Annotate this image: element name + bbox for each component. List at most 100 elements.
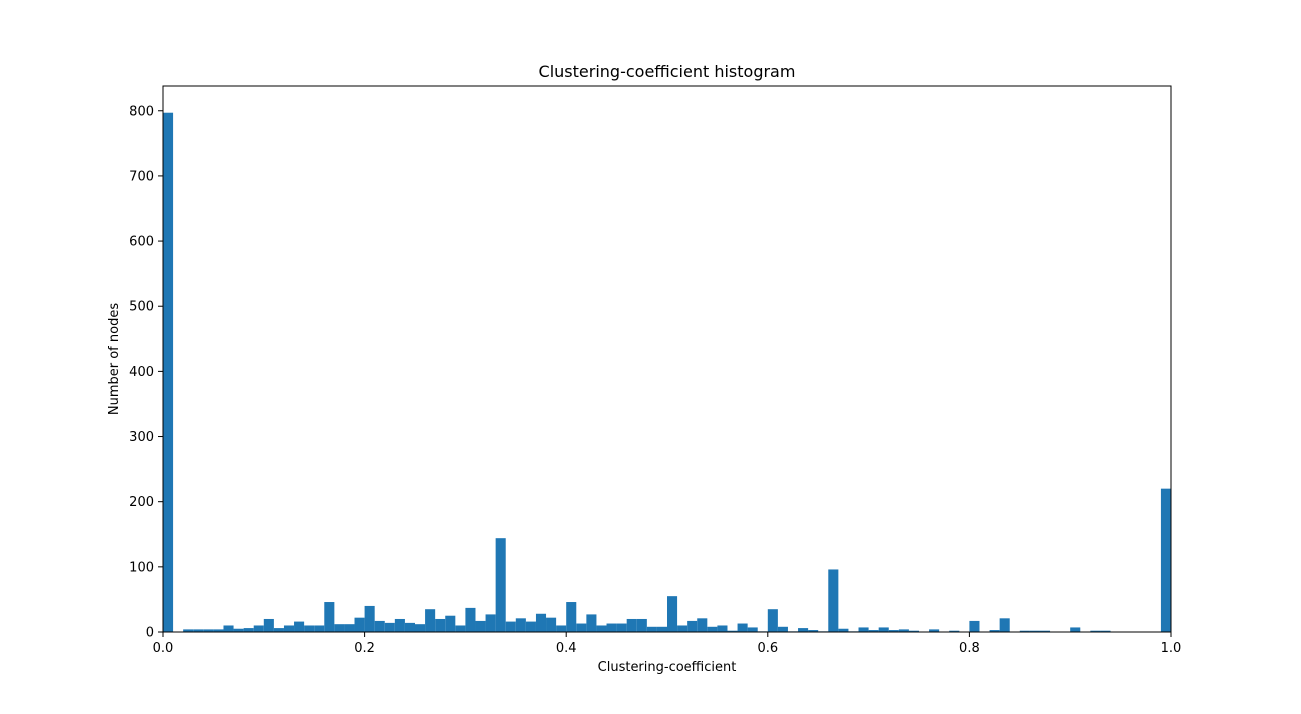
histogram-bar [616, 623, 627, 632]
histogram-bar [525, 621, 536, 632]
histogram-bar [687, 620, 698, 632]
y-tick-label: 600 [129, 235, 154, 250]
histogram-bar [515, 618, 526, 632]
histogram-bar [223, 625, 234, 632]
histogram-bar [455, 625, 466, 632]
histogram-bar [707, 626, 718, 632]
histogram-bar [304, 625, 315, 632]
histogram-bar [415, 624, 426, 632]
y-tick-label: 100 [129, 560, 154, 575]
histogram-bar [767, 609, 778, 632]
histogram-bar [394, 618, 405, 632]
histogram-bar [253, 625, 264, 632]
histogram-bar [364, 605, 375, 632]
bars-group [163, 112, 1171, 632]
histogram-bar [384, 622, 395, 632]
histogram-bar [868, 630, 879, 632]
histogram-bar [546, 617, 557, 632]
histogram-bar [878, 627, 889, 632]
histogram-bar [203, 629, 214, 632]
histogram-bar [989, 630, 1000, 632]
histogram-bar [324, 602, 335, 632]
histogram-bar [606, 623, 617, 632]
histogram-bar [475, 620, 486, 632]
plot-frame [162, 85, 1172, 633]
histogram-bar [233, 628, 244, 632]
histogram-bar [404, 622, 415, 632]
histogram-bar [273, 628, 284, 632]
histogram-bar [374, 620, 385, 632]
histogram-bar [576, 623, 587, 632]
histogram-bar [888, 630, 899, 632]
y-tick-label: 300 [129, 430, 154, 445]
histogram-bar [1160, 488, 1171, 632]
histogram-bar [314, 625, 325, 632]
histogram-bar [1090, 630, 1101, 632]
histogram-bar [808, 630, 819, 632]
histogram-bar [999, 618, 1010, 632]
histogram-bar [425, 609, 436, 632]
y-tick-label: 700 [129, 169, 154, 184]
histogram-bar [838, 628, 849, 632]
histogram-bar [697, 618, 708, 632]
histogram-bar [283, 625, 295, 632]
y-tick-label: 0 [146, 626, 154, 641]
chart-title: Clustering-coefficient histogram [539, 62, 796, 81]
histogram-bar [898, 629, 909, 632]
y-tick-label: 400 [129, 365, 154, 380]
y-tick-label: 800 [129, 104, 154, 119]
histogram-bar [354, 617, 365, 632]
histogram-bar [334, 624, 345, 632]
histogram-bar [727, 630, 738, 632]
histogram-bar [1039, 630, 1051, 632]
histogram-bar [435, 618, 446, 632]
histogram-bar [636, 618, 647, 632]
histogram-bar [596, 625, 607, 632]
histogram-bar [263, 618, 274, 632]
x-axis-ticks: 0.0 0.2 0.4 0.6 0.8 1.0 [153, 632, 1182, 656]
histogram-bar [908, 630, 919, 632]
histogram-bar [495, 538, 506, 632]
histogram-bar [566, 602, 577, 632]
x-tick-label: 0.2 [354, 641, 375, 656]
histogram-bar [858, 627, 869, 632]
x-tick-label: 1.0 [1161, 641, 1182, 656]
histogram-bar [535, 613, 547, 632]
histogram-bar [183, 629, 194, 632]
histogram-bar [485, 614, 496, 632]
x-tick-label: 0.0 [153, 641, 174, 656]
histogram-bar [1019, 630, 1030, 632]
histogram-bar [737, 623, 748, 632]
histogram-bar [677, 625, 688, 632]
histogram-bar [193, 629, 204, 632]
histogram-bar [465, 607, 476, 632]
histogram-bar [656, 626, 667, 632]
y-tick-label: 500 [129, 300, 154, 315]
y-axis-label: Number of nodes [107, 303, 122, 415]
histogram-bar [1029, 630, 1040, 632]
histogram-bar [556, 625, 567, 632]
histogram-bar [667, 596, 678, 632]
histogram-bar [969, 620, 980, 632]
histogram-bar [344, 624, 355, 632]
histogram-bar [586, 614, 597, 632]
histogram-bar [445, 615, 456, 632]
histogram-bar [626, 618, 637, 632]
histogram-bar [243, 628, 254, 632]
histogram-bar [717, 625, 728, 632]
histogram-bar [1100, 630, 1111, 632]
histogram-bar [777, 626, 788, 632]
x-tick-label: 0.6 [757, 641, 778, 656]
histogram-bar [747, 627, 758, 632]
y-axis-ticks: 0 100 200 300 400 500 600 700 800 [129, 104, 163, 641]
histogram-bar [646, 626, 657, 632]
histogram-bar [213, 629, 224, 632]
y-tick-label: 200 [129, 495, 154, 510]
x-tick-label: 0.8 [959, 641, 980, 656]
histogram-bar [1070, 627, 1081, 632]
x-tick-label: 0.4 [556, 641, 577, 656]
x-axis-label: Clustering-coefficient [598, 660, 737, 675]
histogram-bar [949, 630, 960, 632]
